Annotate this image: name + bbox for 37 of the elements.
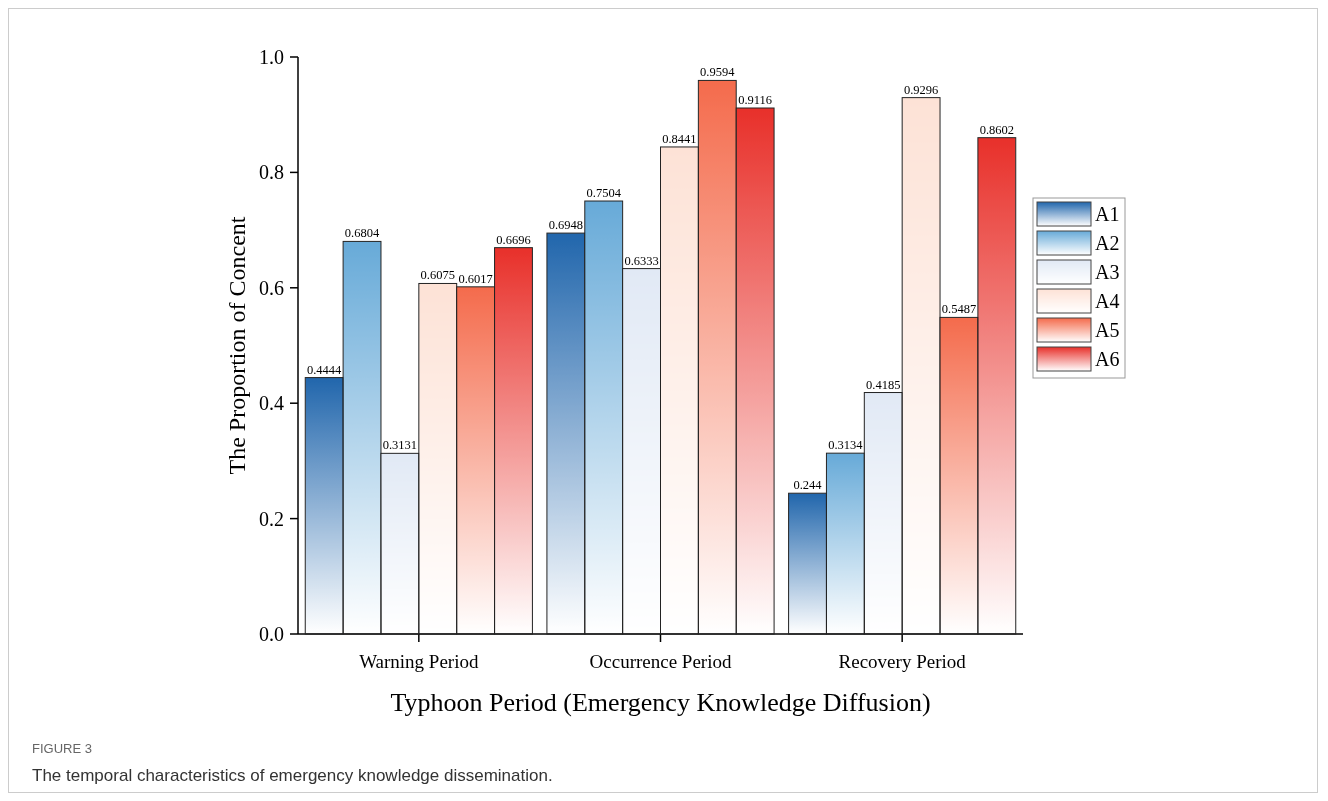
legend-label: A2 — [1095, 232, 1120, 254]
y-tick-label: 0.8 — [259, 161, 284, 184]
y-tick-label: 0.0 — [259, 623, 284, 645]
y-tick-label: 0.6 — [259, 276, 284, 299]
data-label: 0.6696 — [496, 232, 531, 247]
data-label: 0.4444 — [306, 362, 343, 377]
data-label: 0.3134 — [828, 438, 864, 453]
data-label: 0.9594 — [700, 65, 736, 80]
x-tick-label: Warning Period — [359, 651, 479, 672]
legend-label: A6 — [1095, 348, 1120, 370]
y-tick-label: 0.4 — [259, 392, 284, 415]
caption: FIGURE 3 — [32, 741, 92, 756]
data-label: 0.8441 — [662, 131, 697, 146]
data-label: 0.3131 — [382, 438, 418, 453]
y-axis-title: The Proportion of Concent — [224, 216, 250, 475]
text: The temporal characteristics of emergency knowledge dissemination. — [32, 766, 553, 785]
y-tick-label: 1.0 — [259, 46, 284, 68]
legend-label: A4 — [1095, 290, 1120, 312]
x-axis-title: Typhoon Period (Emergency Knowledge Diffusion) — [390, 688, 931, 717]
data-label: 0.6804 — [344, 226, 380, 241]
x-tick-label: Recovery Period — [838, 651, 967, 672]
data-label: 0.5487 — [941, 302, 977, 317]
y-tick-label: 0.2 — [259, 507, 284, 530]
data-label: 0.6948 — [548, 218, 584, 233]
data-label: 0.6075 — [420, 268, 455, 283]
data-label: 0.8602 — [979, 122, 1015, 137]
legend-label: A3 — [1095, 261, 1120, 283]
x-tick-label: Occurrence Period — [589, 651, 732, 672]
data-label: 0.7504 — [586, 186, 622, 201]
data-label: 0.9296 — [903, 82, 939, 97]
data-label: 0.244 — [793, 478, 823, 493]
data-label: 0.9116 — [738, 93, 773, 108]
legend-label: A5 — [1095, 319, 1120, 341]
data-label: 0.6017 — [458, 271, 493, 286]
data-label: 0.4185 — [866, 377, 901, 392]
data-label: 0.6333 — [624, 253, 659, 268]
legend-label: A1 — [1095, 203, 1120, 225]
